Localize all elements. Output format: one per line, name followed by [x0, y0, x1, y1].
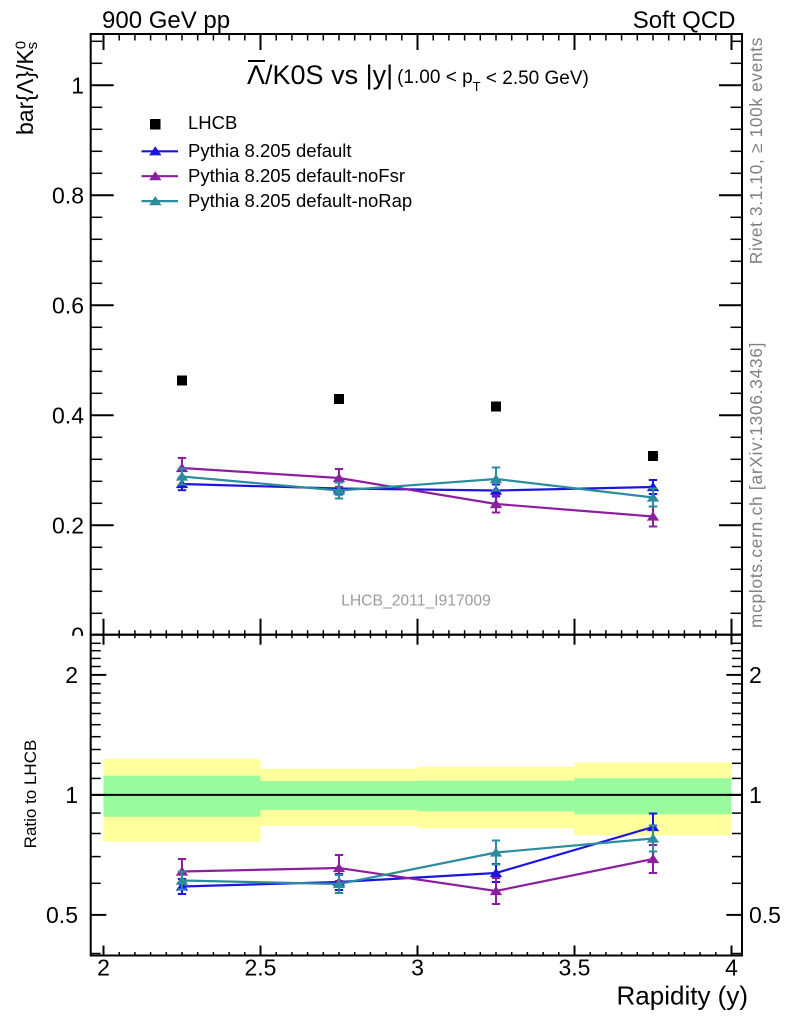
svg-text:LHCB_2011_I917009: LHCB_2011_I917009	[341, 593, 491, 610]
svg-text:bar{Λ}/K0s: bar{Λ}/K0s	[12, 41, 41, 135]
svg-text:0: 0	[71, 623, 84, 649]
svg-text:2: 2	[97, 955, 110, 981]
svg-text:2.5: 2.5	[245, 955, 277, 981]
svg-text:1: 1	[71, 73, 84, 99]
svg-text:Rivet 3.1.10, ≥ 100k events: Rivet 3.1.10, ≥ 100k events	[746, 37, 766, 264]
svg-text:3.5: 3.5	[559, 955, 591, 981]
svg-text:0.6: 0.6	[52, 293, 84, 319]
svg-text:Pythia 8.205 default: Pythia 8.205 default	[188, 140, 352, 161]
svg-text:0.4: 0.4	[52, 403, 84, 429]
svg-text:3: 3	[411, 955, 424, 981]
svg-text:Rapidity (y): Rapidity (y)	[617, 981, 748, 1011]
svg-text:1: 1	[65, 782, 78, 808]
svg-text:Pythia 8.205 default-noFsr: Pythia 8.205 default-noFsr	[188, 165, 405, 186]
svg-text:2: 2	[65, 662, 78, 688]
svg-text:0.5: 0.5	[46, 902, 78, 928]
svg-text:900 GeV pp: 900 GeV pp	[102, 7, 230, 34]
svg-text:Pythia 8.205 default-noRap: Pythia 8.205 default-noRap	[188, 190, 412, 211]
svg-text:0.5: 0.5	[749, 902, 781, 928]
svg-text:4: 4	[725, 955, 738, 981]
svg-text:Soft QCD: Soft QCD	[633, 7, 736, 34]
svg-text:0.2: 0.2	[52, 513, 84, 539]
svg-text:2: 2	[749, 662, 762, 688]
svg-text:0.8: 0.8	[52, 183, 84, 209]
svg-text:mcplots.cern.ch [arXiv:1306.34: mcplots.cern.ch [arXiv:1306.3436]	[746, 342, 766, 628]
svg-text:LHCB: LHCB	[188, 112, 237, 133]
svg-text:Ratio to LHCB: Ratio to LHCB	[21, 740, 40, 849]
svg-text:1: 1	[749, 782, 762, 808]
